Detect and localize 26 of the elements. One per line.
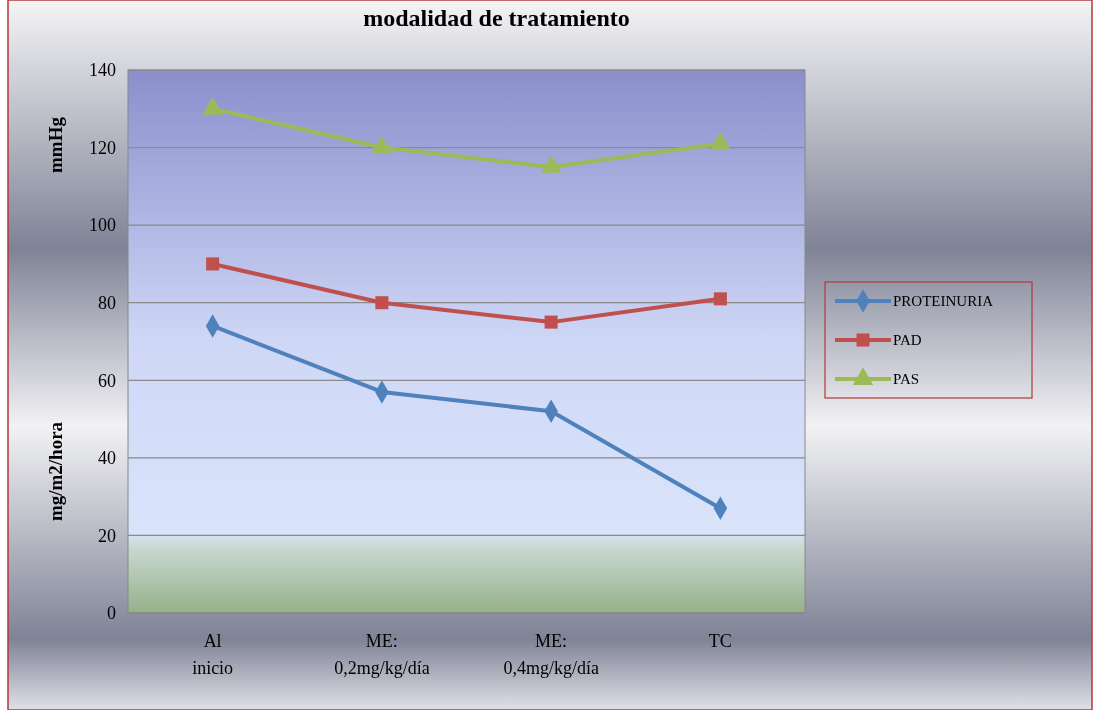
point	[206, 257, 220, 271]
legend-label: PROTEINURIA	[893, 293, 994, 310]
y-tick-label: 20	[98, 525, 116, 546]
x-tick-label: TC	[708, 631, 732, 651]
legend-label: PAS	[893, 371, 920, 388]
text: mmHg	[45, 116, 66, 173]
y-tick-label: 120	[89, 137, 116, 158]
point	[713, 292, 727, 306]
y-tick-label: 60	[98, 370, 116, 391]
y-tick-label: 0	[107, 603, 116, 624]
point	[375, 296, 389, 310]
x-tick-label: Al inicio	[192, 631, 234, 678]
point	[540, 155, 562, 173]
chart-title: modalidad de tratamiento	[363, 5, 630, 31]
point	[544, 315, 558, 329]
y-tick-label: 40	[98, 448, 116, 469]
x-tick-label: ME: 0,2mg/kg/día	[334, 631, 430, 678]
point	[202, 97, 223, 115]
legend-label: PAD	[893, 332, 922, 349]
point	[710, 131, 731, 150]
y-tick-label: 140	[89, 60, 116, 81]
y-tick-label: 100	[89, 215, 116, 236]
y-tick-label: 80	[98, 293, 116, 314]
point	[371, 135, 393, 154]
y-axis-title: mg/m2/hora	[45, 421, 66, 522]
x-tick-label: ME: 0,4mg/kg/día	[503, 631, 599, 678]
